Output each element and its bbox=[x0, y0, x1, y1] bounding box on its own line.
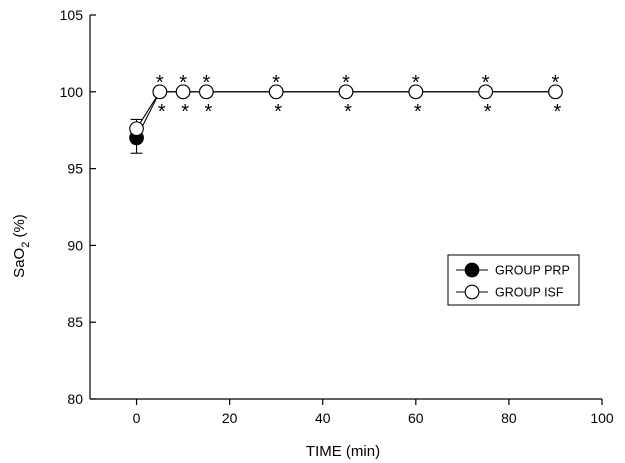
significance-star-above: * bbox=[552, 72, 560, 94]
y-axis-title-subscript: 2 bbox=[20, 242, 32, 248]
y-tick-label: 80 bbox=[67, 391, 83, 407]
x-tick-label: 60 bbox=[408, 410, 424, 426]
significance-star-above: * bbox=[342, 72, 350, 94]
x-tick-label: 20 bbox=[222, 410, 238, 426]
y-axis-title-unit: (%) bbox=[11, 214, 28, 242]
significance-star-below: * bbox=[181, 101, 189, 123]
data-point bbox=[152, 84, 168, 100]
significance-star-above: * bbox=[272, 72, 280, 94]
significance-star-below: * bbox=[204, 101, 212, 123]
legend-marker bbox=[464, 284, 480, 300]
data-point bbox=[175, 84, 191, 100]
y-tick-label: 85 bbox=[67, 314, 83, 330]
x-tick-label: 100 bbox=[590, 410, 614, 426]
y-tick-label: 90 bbox=[67, 237, 83, 253]
data-point bbox=[199, 84, 214, 100]
data-point bbox=[129, 121, 144, 137]
significance-star-below: * bbox=[414, 101, 422, 123]
y-axis-title: SaO2 (%) bbox=[11, 214, 32, 278]
significance-star-below: * bbox=[554, 101, 562, 123]
y-tick-label: 95 bbox=[67, 161, 83, 177]
data-point bbox=[408, 84, 424, 100]
significance-star-below: * bbox=[158, 101, 166, 123]
data-point bbox=[268, 84, 284, 100]
legend-label: GROUP PRP bbox=[495, 264, 570, 278]
data-point bbox=[548, 84, 563, 100]
significance-star-above: * bbox=[202, 72, 210, 94]
axes: 80 85 90 95 100 105 0 20 40 60 80 100 bbox=[60, 7, 614, 426]
x-tick-label: 80 bbox=[501, 410, 517, 426]
legend-label: GROUP ISF bbox=[495, 286, 564, 300]
plot-area: * * * * * * * * * * * * * * * * bbox=[129, 72, 563, 154]
x-tick-label: 40 bbox=[315, 410, 331, 426]
y-axis-title-base: SaO bbox=[11, 248, 28, 278]
y-tick-label: 100 bbox=[60, 84, 84, 100]
data-point bbox=[478, 84, 493, 100]
x-axis-title: TIME (min) bbox=[306, 443, 380, 460]
significance-star-below: * bbox=[274, 101, 282, 123]
y-tick-label: 105 bbox=[60, 7, 84, 23]
significance-star-above: * bbox=[482, 72, 490, 94]
legend-marker bbox=[464, 262, 480, 278]
legend: GROUP PRP GROUP ISF bbox=[447, 254, 580, 306]
significance-star-above: * bbox=[179, 72, 187, 94]
significance-star-above: * bbox=[412, 72, 420, 94]
x-tick-label: 0 bbox=[133, 410, 141, 426]
significance-star-below: * bbox=[344, 101, 352, 123]
significance-star-below: * bbox=[484, 101, 492, 123]
significance-star-above: * bbox=[156, 72, 164, 94]
data-point bbox=[338, 84, 354, 100]
